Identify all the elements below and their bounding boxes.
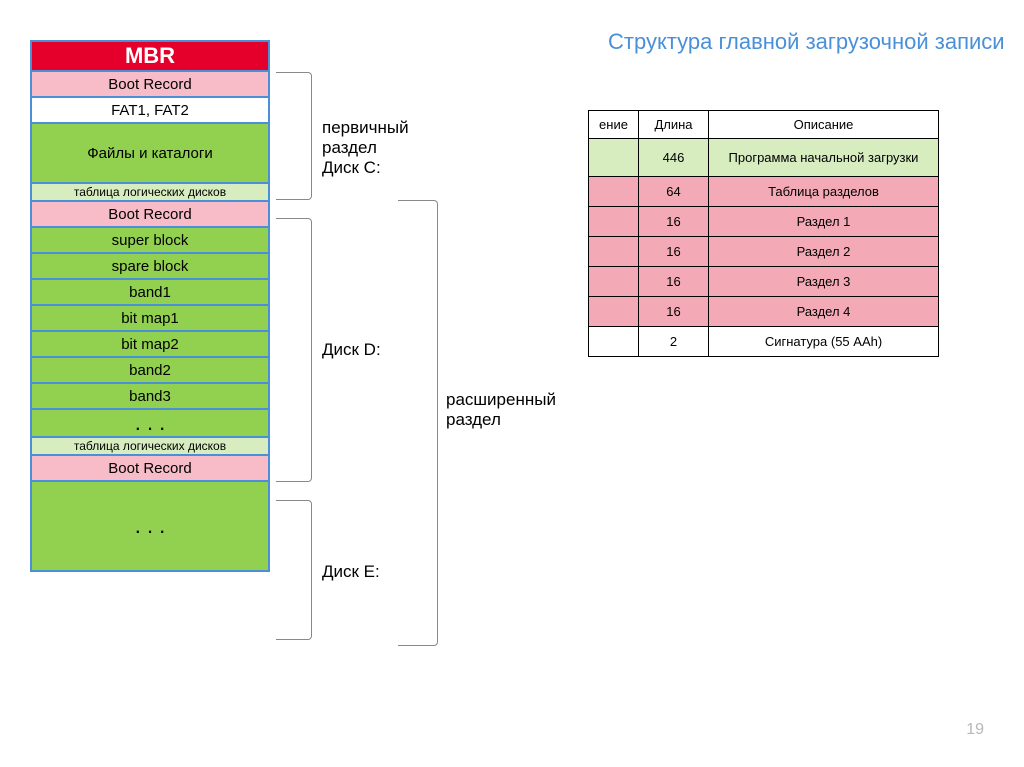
col-header: Описание xyxy=(709,111,939,139)
disk-row: band3 xyxy=(31,383,269,409)
mbr-header: MBR xyxy=(31,41,269,71)
disk-row: . . . xyxy=(31,409,269,437)
mbr-structure-table: ение Длина Описание 446Программа начальн… xyxy=(588,110,939,357)
table-row: 64Таблица разделов xyxy=(589,177,939,207)
disk-row: таблица логических дисков xyxy=(31,437,269,455)
disk-row: bit map1 xyxy=(31,305,269,331)
col-header: Длина xyxy=(639,111,709,139)
disk-row: таблица логических дисков xyxy=(31,183,269,201)
disk-row: bit map2 xyxy=(31,331,269,357)
bracket-extended xyxy=(398,200,438,646)
table-row: 446Программа начальной загрузки xyxy=(589,139,939,177)
disk-layout-diagram: MBR Boot Record FAT1, FAT2 Файлы и катал… xyxy=(30,40,270,572)
bracket-primary xyxy=(276,72,312,200)
disk-row: spare block xyxy=(31,253,269,279)
col-header: ение xyxy=(589,111,639,139)
disk-row: Файлы и каталоги xyxy=(31,123,269,183)
disk-row: super block xyxy=(31,227,269,253)
table-row: 16Раздел 1 xyxy=(589,207,939,237)
bracket-label-extended: расширенный раздел xyxy=(446,390,556,430)
table-row: 16Раздел 2 xyxy=(589,237,939,267)
table-row: 16Раздел 3 xyxy=(589,267,939,297)
page-number: 19 xyxy=(966,721,984,739)
bracket-diskD xyxy=(276,218,312,482)
page-title: Структура главной загрузочной записи xyxy=(608,28,1008,56)
disk-row: band1 xyxy=(31,279,269,305)
table-header-row: ение Длина Описание xyxy=(589,111,939,139)
disk-row: band2 xyxy=(31,357,269,383)
disk-row: Boot Record xyxy=(31,455,269,481)
disk-row: Boot Record xyxy=(31,71,269,97)
bracket-label-primary: первичный раздел Диск С: xyxy=(322,118,409,178)
disk-row: Boot Record xyxy=(31,201,269,227)
bracket-label-diskE: Диск Е: xyxy=(322,562,380,582)
table-row: 2Сигнатура (55 ААh) xyxy=(589,327,939,357)
table-row: 16Раздел 4 xyxy=(589,297,939,327)
bracket-label-diskD: Диск D: xyxy=(322,340,381,360)
disk-row: FAT1, FAT2 xyxy=(31,97,269,123)
disk-row: . . . xyxy=(31,481,269,571)
bracket-diskE xyxy=(276,500,312,640)
